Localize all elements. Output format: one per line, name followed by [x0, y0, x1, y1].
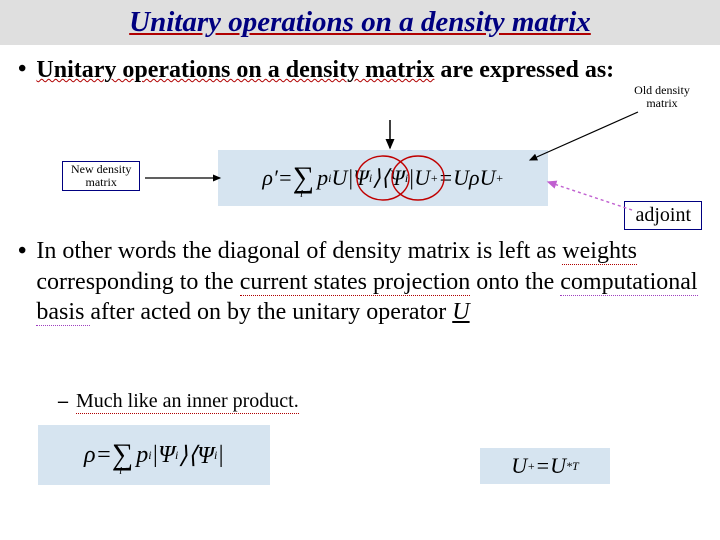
- formula-3: U+ = U*T: [480, 448, 610, 484]
- sub-bullet-text: Much like an inner product.: [76, 390, 299, 414]
- f3-u2: U: [550, 453, 566, 479]
- title-text: Unitary operations on a density matrix: [8, 6, 712, 39]
- b2-current: current states projection: [240, 269, 471, 296]
- eq2: =: [438, 165, 453, 191]
- adjoint-label: adjoint: [624, 201, 702, 230]
- bullet-mark: •: [18, 55, 26, 85]
- sigma-icon: ∑: [293, 161, 314, 195]
- sigma-sub: i: [300, 188, 303, 200]
- sub-bullet-mark: –: [58, 390, 68, 414]
- b2-p2: corresponding to the: [36, 269, 239, 295]
- new-density-l1: New density: [71, 162, 131, 176]
- f2-sigma-sub: i: [119, 465, 122, 477]
- u2-plus: +: [430, 171, 438, 186]
- old-density-l1: Old density: [634, 83, 690, 97]
- f2-sigma: ∑: [112, 438, 133, 472]
- f2-eq: =: [96, 442, 112, 469]
- f2-bra-r: |: [217, 442, 224, 469]
- f2-rho: ρ: [84, 442, 96, 469]
- u1: U: [331, 165, 347, 191]
- f2-pi: p: [136, 442, 148, 469]
- ket-r: ⟩: [372, 165, 381, 191]
- bullet-2: • In other words the diagonal of density…: [18, 236, 702, 328]
- rho-prime: ρ′: [262, 165, 277, 191]
- f3-starT: *T: [566, 459, 579, 474]
- bullet-2-mark: •: [18, 236, 26, 328]
- content-area: • Unitary operations on a density matrix…: [0, 45, 720, 85]
- new-density-label: New density matrix: [62, 161, 140, 191]
- f3-plus: +: [527, 459, 535, 474]
- sub-bullet: – Much like an inner product.: [58, 390, 299, 414]
- b2-p4: after acted on by the unitary operator: [90, 299, 452, 325]
- b2-p1: In other words the diagonal of density m…: [36, 238, 562, 264]
- formula-2: ρ = ∑i pi |Ψi⟩ ⟨Ψi|: [38, 425, 270, 485]
- f3-u: U: [511, 453, 527, 479]
- f3-eq: =: [535, 453, 550, 479]
- b2-weights: weights: [562, 238, 637, 265]
- title-bar: Unitary operations on a density matrix: [0, 0, 720, 45]
- bullet-1-text: Unitary operations on a density matrix a…: [36, 55, 702, 85]
- old-density-label: Old density matrix: [622, 84, 702, 110]
- ket-l: |Ψ: [347, 165, 369, 191]
- u2: U: [414, 165, 430, 191]
- bullet-1-rest: are expressed as:: [434, 57, 614, 83]
- second: UρU: [453, 165, 495, 191]
- bullet-2-text: In other words the diagonal of density m…: [36, 236, 702, 328]
- f2-ket-r: ⟩: [178, 441, 187, 470]
- b2-u: U: [452, 299, 469, 325]
- bullet-1: • Unitary operations on a density matrix…: [18, 55, 702, 85]
- f2-bra-l: ⟨Ψ: [188, 441, 214, 470]
- bra-l: ⟨Ψ: [381, 165, 405, 191]
- second-plus: +: [495, 171, 503, 186]
- new-density-l2: matrix: [86, 175, 117, 189]
- formula-1: ρ′ = ∑i pi U |Ψi⟩ ⟨Ψi| U+ = UρU+: [218, 150, 548, 206]
- eq1: =: [278, 165, 293, 191]
- b2-p3: onto the: [470, 269, 560, 295]
- pi: p: [317, 165, 328, 191]
- adjoint-text: adjoint: [635, 204, 691, 226]
- old-density-l2: matrix: [646, 96, 677, 110]
- arrow-adjoint: [548, 182, 632, 210]
- f2-ket-l: |Ψ: [152, 442, 175, 469]
- bullet-1-underlined: Unitary operations on a density matrix: [36, 57, 434, 83]
